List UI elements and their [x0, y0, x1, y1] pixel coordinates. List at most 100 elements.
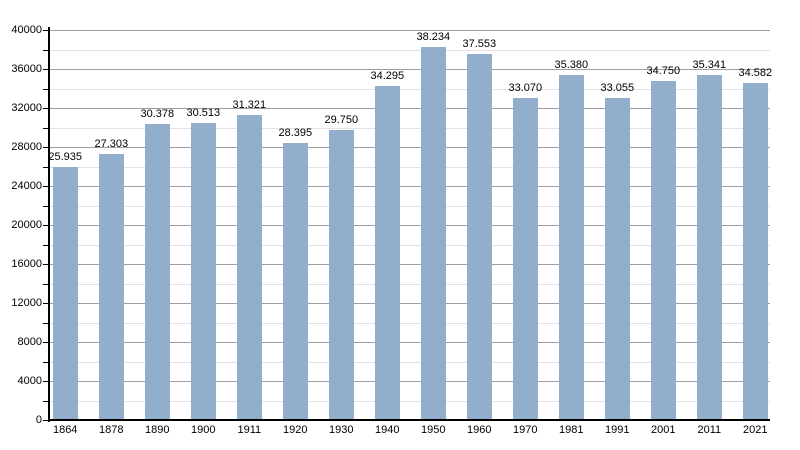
bar-value-label: 33.070 [508, 81, 543, 94]
bar-2021 [742, 82, 768, 420]
x-axis-tick-label: 1981 [559, 424, 584, 436]
y-axis-tick-label: 28000 [11, 141, 42, 153]
y-axis-tick [43, 381, 49, 382]
x-axis-tick-label: 1920 [283, 424, 308, 436]
minor-gridline [50, 205, 770, 207]
y-axis-tick [43, 88, 49, 90]
y-axis-tick [43, 127, 49, 129]
minor-gridline [50, 283, 770, 285]
y-axis-tick [43, 166, 49, 168]
x-axis-tick-label: 2011 [697, 424, 722, 436]
y-axis-tick [43, 342, 49, 343]
x-axis-tick-label: 1940 [375, 424, 400, 436]
x-axis-tick-label: 1950 [421, 424, 446, 436]
major-gridline [50, 264, 770, 265]
bar-value-label: 33.055 [600, 81, 635, 94]
x-axis-tick-label: 1911 [237, 424, 262, 436]
minor-gridline [50, 400, 770, 402]
bar-value-label: 30.513 [186, 106, 221, 119]
bar-1911 [236, 114, 262, 420]
bar-1950 [420, 47, 446, 420]
y-axis-tick [43, 283, 49, 285]
bar-1900 [190, 122, 216, 420]
bar-value-label: 35.341 [692, 59, 727, 72]
y-axis-line [48, 27, 50, 422]
major-gridline [50, 108, 770, 109]
bar-value-label: 30.378 [140, 107, 175, 120]
major-gridline [50, 186, 770, 187]
y-axis-tick [43, 69, 49, 70]
y-axis-tick-label: 12000 [11, 297, 42, 309]
bar-1991 [604, 97, 630, 420]
x-axis-line [48, 419, 770, 421]
major-gridline [50, 303, 770, 304]
y-axis-tick [43, 303, 49, 304]
x-axis-tick-label: 1890 [145, 424, 170, 436]
y-axis-tick-label: 24000 [11, 180, 42, 192]
bar-value-label: 27.303 [94, 137, 129, 150]
x-axis-tick-label: 2021 [743, 424, 768, 436]
bar-1970 [512, 97, 538, 420]
minor-gridline [50, 127, 770, 129]
y-axis-tick [43, 49, 49, 51]
y-axis-tick-label: 36000 [11, 63, 42, 75]
major-gridline [50, 342, 770, 343]
major-gridline [50, 381, 770, 382]
x-axis-tick-label: 1970 [513, 424, 538, 436]
major-gridline [50, 225, 770, 226]
minor-gridline [50, 166, 770, 168]
major-gridline [50, 30, 770, 31]
x-axis-tick-label: 1960 [467, 424, 492, 436]
bar-1864 [52, 167, 78, 420]
bar-value-label: 34.750 [646, 65, 681, 78]
x-axis-tick-label: 1864 [52, 424, 78, 436]
bar-value-label: 37.553 [462, 37, 497, 50]
bar-1890 [144, 123, 170, 420]
bar-1960 [466, 53, 492, 420]
x-axis-tick-label: 1900 [191, 424, 216, 436]
y-axis-tick [43, 205, 49, 207]
y-axis-tick [43, 322, 49, 324]
bar-value-label: 25.935 [48, 151, 83, 164]
bar-1940 [374, 85, 400, 420]
bar-value-label: 34.295 [370, 69, 405, 82]
minor-gridline [50, 244, 770, 246]
bar-value-label: 28.395 [278, 127, 313, 140]
y-axis-tick [43, 30, 49, 31]
minor-gridline [50, 88, 770, 90]
y-axis-tick-label: 4000 [17, 375, 42, 387]
bar-1930 [328, 129, 354, 420]
bar-1878 [98, 153, 124, 420]
bar-value-label: 34.582 [738, 66, 773, 79]
y-axis-tick-label: 16000 [11, 258, 42, 270]
y-axis-tick [43, 225, 49, 226]
bar-value-label: 29.750 [324, 113, 359, 126]
bar-value-label: 31.321 [232, 98, 267, 111]
bar-value-label: 35.380 [554, 59, 589, 71]
y-axis-tick [43, 108, 49, 109]
bar-1981 [558, 75, 584, 420]
major-gridline [50, 69, 770, 70]
y-axis-tick [43, 147, 49, 148]
y-axis-tick [43, 400, 49, 402]
y-axis-tick-label: 0 [35, 414, 42, 426]
minor-gridline [50, 322, 770, 324]
y-axis-tick-label: 8000 [17, 336, 42, 348]
y-axis-tick [43, 361, 49, 363]
major-gridline [50, 147, 770, 148]
x-axis-tick-label: 1991 [605, 424, 630, 436]
bar-value-label: 38.234 [416, 31, 451, 44]
bar-1920 [282, 143, 308, 420]
minor-gridline [50, 361, 770, 363]
y-axis-tick-label: 20000 [11, 219, 42, 231]
y-axis-tick-label: 40000 [11, 24, 42, 36]
y-axis-tick [43, 244, 49, 246]
minor-gridline [50, 49, 770, 51]
x-axis-tick-label: 1930 [329, 424, 354, 436]
y-axis-tick-label: 32000 [11, 102, 42, 114]
plot-area: 0 4000 8000 12000 16000 20000 24000 28000 32000 3… [11, 24, 772, 436]
bar-2011 [696, 75, 722, 420]
bar-2001 [650, 81, 676, 420]
x-axis-tick-label: 2001 [651, 424, 676, 436]
